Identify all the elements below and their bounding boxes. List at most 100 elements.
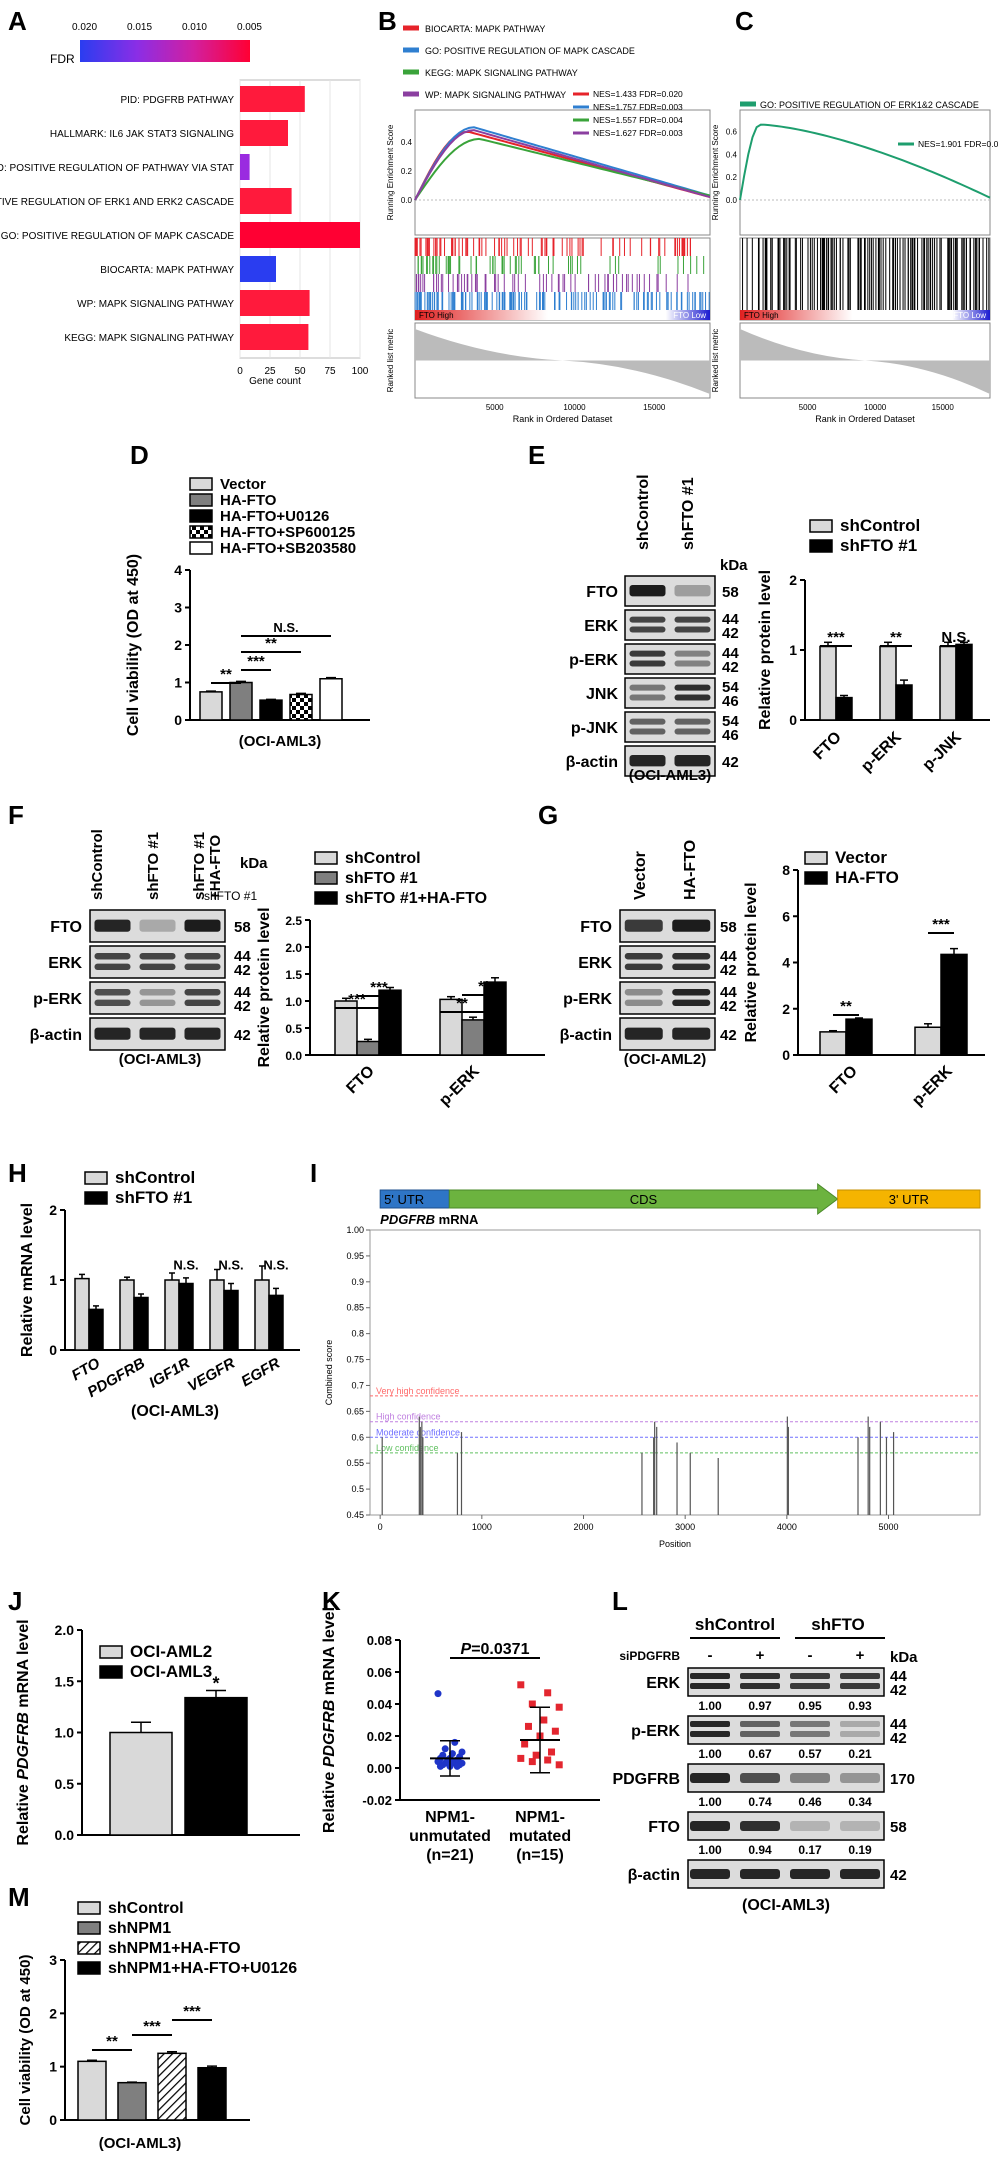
kda-header: kDa <box>240 855 268 872</box>
group-label: (n=21) <box>426 1847 474 1864</box>
blot-band <box>790 1773 830 1783</box>
x-axis-label: Rank in Ordered Dataset <box>815 414 915 424</box>
category-label: GO: POSITIVE REGULATION OF ERK1 AND ERK2… <box>0 197 234 208</box>
significance-label: *** <box>183 2003 201 2020</box>
y-tick-label: 2 <box>49 1202 57 1218</box>
blot-strip <box>619 945 716 979</box>
legend-label: shControl <box>108 1900 184 1917</box>
y-axis-label: Relative protein level <box>256 907 273 1067</box>
legend-label: KEGG: MAPK SIGNALING PATHWAY <box>425 68 578 78</box>
gene-label: PDGFRB mRNA <box>380 1212 479 1227</box>
x-axis-label: Gene count <box>249 376 301 387</box>
significance-label: *** <box>143 2018 161 2035</box>
blot-row-label: JNK <box>586 686 618 703</box>
data-point <box>441 1745 449 1753</box>
low-label: FTO Low <box>673 311 706 320</box>
blot-band <box>629 694 666 701</box>
bar <box>178 1282 194 1351</box>
kda-label: 42 <box>890 1867 907 1884</box>
lane-label: +HA-FTO <box>207 835 224 900</box>
bar <box>334 1000 358 1056</box>
blot-band <box>740 1673 780 1679</box>
gsea-erk-plot: GO: POSITIVE REGULATION OF ERK1&2 CASCAD… <box>711 100 998 424</box>
threshold-label: Moderate confidence <box>376 1427 460 1437</box>
blot-band <box>840 1721 880 1727</box>
category-label: GO: POSITIVE REGULATION OF MAPK CASCADE <box>1 231 235 242</box>
x-tick-label: 5000 <box>878 1522 898 1532</box>
y-tick-label: 0 <box>49 2112 57 2128</box>
x-tick-label: 10000 <box>864 403 887 412</box>
band-quantification: 1.00 <box>698 1747 722 1761</box>
kda-label: 44 <box>720 948 737 965</box>
blot-strip <box>89 945 226 979</box>
bar <box>939 645 957 721</box>
lane-label: shFTO #1 <box>145 832 162 900</box>
significance-label: N.S. <box>941 629 970 646</box>
y-tick-label: 2 <box>789 572 797 588</box>
segment-label: 5' UTR <box>384 1192 424 1207</box>
legend-swatch <box>99 1665 123 1679</box>
blot-band <box>139 999 176 1006</box>
stats-label: NES=1.433 FDR=0.020 <box>593 89 683 99</box>
y-tick-label: 1.5 <box>55 1673 75 1689</box>
blot-strip <box>624 677 716 709</box>
kda-label: 58 <box>890 1819 907 1836</box>
kda-label: 44 <box>234 984 251 1001</box>
y-axis-label-part: mRNA level <box>321 1607 338 1700</box>
fdr-legend: 0.020 0.015 0.010 0.005 FDR <box>50 22 270 72</box>
gene-count-bar-chart: 0 25 50 75 100 Gene count PID: PDGFRB PATHWAY H… <box>0 79 369 387</box>
x-tick-label: FTO <box>826 1063 860 1097</box>
panel-label-J: J <box>8 1586 23 1616</box>
bar <box>835 696 853 721</box>
kda-label: 44 <box>234 948 251 965</box>
stats-label: NES=1.901 FDR=0.003 <box>918 139 998 149</box>
blot-strip <box>619 981 716 1015</box>
x-tick-label: FTO <box>810 729 844 763</box>
y-tick-label: 0.55 <box>346 1458 364 1468</box>
blot-band <box>674 660 711 667</box>
x-tick-label: FTO <box>343 1063 377 1097</box>
x-tick-label: 4000 <box>777 1522 797 1532</box>
significance-label: *** <box>827 629 845 646</box>
data-point <box>517 1681 525 1689</box>
y-tick-label: 2.0 <box>55 1622 75 1638</box>
legend-swatch <box>314 891 338 905</box>
kda-label: 44 <box>890 1716 907 1733</box>
panel-d-chart: VectorHA-FTOHA-FTO+U0126HA-FTO+SP600125H… <box>125 476 370 750</box>
data-point <box>528 1700 536 1708</box>
blot-strip <box>624 609 716 641</box>
category-label: WP: MAPK SIGNALING PATHWAY <box>77 299 234 310</box>
x-axis-label: Position <box>659 1539 691 1549</box>
significance-label: N.S. <box>218 1258 243 1273</box>
data-point <box>451 1738 459 1746</box>
blot-band <box>740 1731 780 1737</box>
legend-label: shFTO #1+HA-FTO <box>345 890 487 907</box>
kda-label: 42 <box>234 1027 251 1044</box>
blot-band <box>674 650 711 657</box>
metric-area <box>740 329 990 394</box>
significance-label: ** <box>890 629 902 646</box>
category-label: PID: PDGFRB PATHWAY <box>120 95 234 106</box>
bar <box>240 188 292 214</box>
blot-band <box>94 919 131 932</box>
fdr-tick: 0.015 <box>126 22 153 33</box>
blot-band <box>629 650 666 657</box>
y-axis-label: Relative protein level <box>757 570 774 730</box>
legend-label: shNPM1 <box>108 1920 171 1937</box>
cell-line-label: (OCI-AML3) <box>629 767 712 784</box>
data-point <box>555 1761 563 1769</box>
blot-band <box>624 953 663 960</box>
blot-band <box>674 718 711 725</box>
y-axis-label: Cell viability (OD at 450) <box>125 554 142 736</box>
bar <box>88 1308 104 1351</box>
legend-swatch <box>804 871 828 885</box>
y-tick-label: 3 <box>49 1952 57 1968</box>
lane-label: shFTO #1 <box>204 889 257 903</box>
x-tick-label: 50 <box>294 366 306 377</box>
bar <box>879 645 897 721</box>
blot-band <box>840 1869 880 1879</box>
blot-row-label: FTO <box>580 919 612 936</box>
legend-label: OCI-AML3 <box>130 1662 212 1681</box>
bar <box>157 2052 187 2121</box>
